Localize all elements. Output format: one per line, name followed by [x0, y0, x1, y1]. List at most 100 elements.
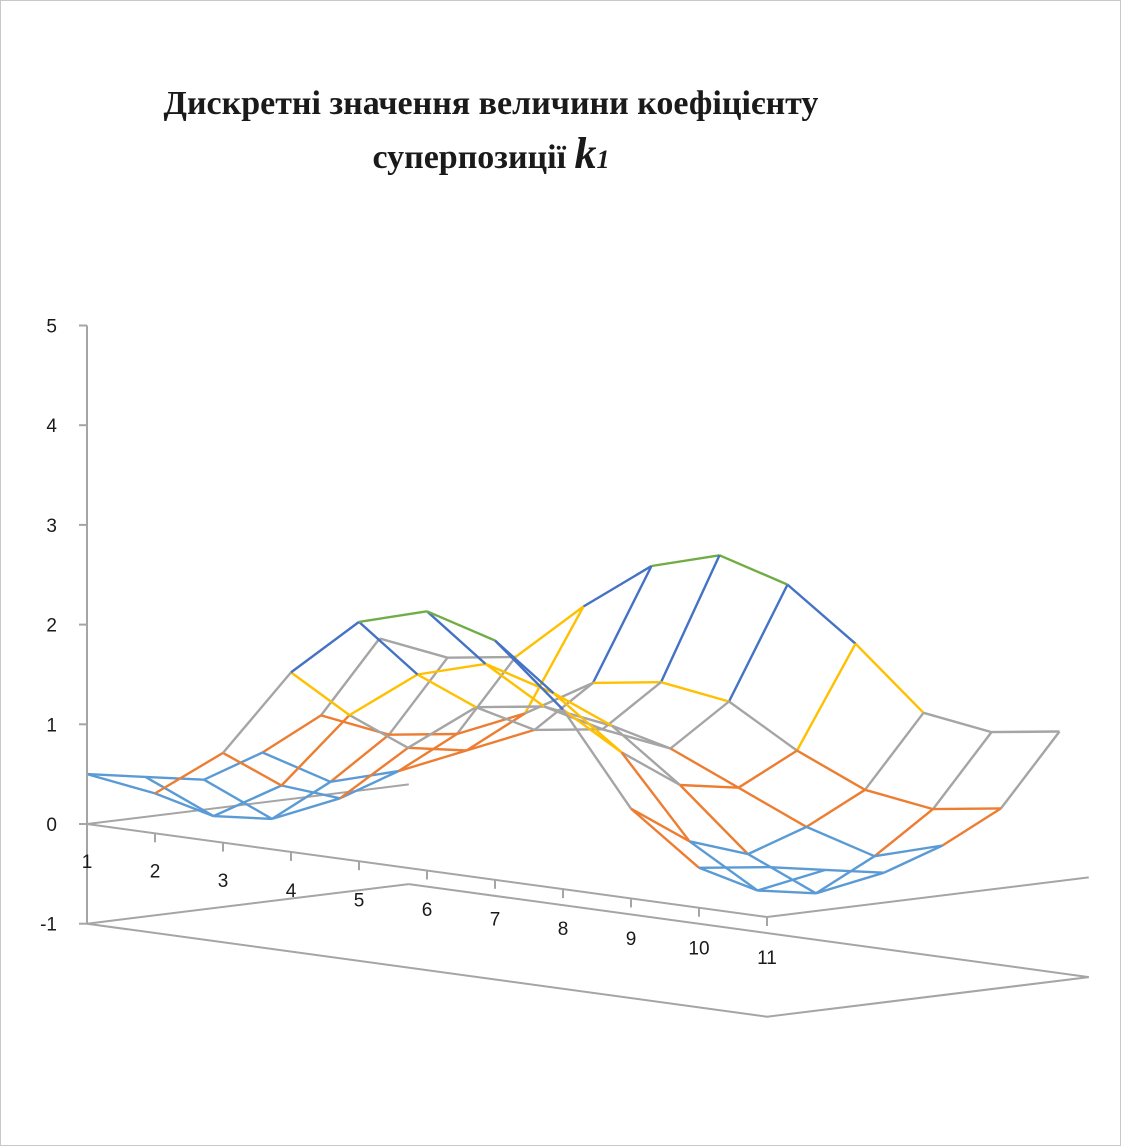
- surface-mesh: [86, 554, 1061, 895]
- mesh-row-segment: [447, 655, 516, 659]
- mesh-column-segment: [154, 792, 214, 818]
- mesh-row-segment: [854, 642, 925, 714]
- zero-plane-edge: [86, 823, 1089, 918]
- mesh-column-segment: [659, 554, 721, 683]
- mesh-row-segment: [379, 637, 448, 659]
- mesh-column-segment: [523, 605, 585, 714]
- mesh-row-segment: [679, 784, 749, 855]
- mesh-row-segment: [222, 671, 292, 754]
- mesh-column-segment: [883, 844, 944, 874]
- mesh-row-segment: [582, 564, 653, 608]
- mesh-column-segment: [86, 772, 146, 779]
- mesh-column-segment: [562, 708, 623, 754]
- mesh-row-segment: [388, 732, 458, 736]
- mesh-row-segment: [651, 554, 720, 568]
- mesh-row-segment: [290, 620, 360, 674]
- x-tick-label: 10: [688, 938, 709, 959]
- z-axis: -1 0 1 2 3 4 5: [40, 317, 88, 936]
- z-tick-label: 4: [46, 416, 57, 437]
- mesh-row-segment: [494, 639, 564, 711]
- mesh-row-segment: [737, 786, 808, 828]
- mesh-column-segment: [388, 656, 449, 736]
- mesh-column-segment: [397, 732, 458, 773]
- mesh-column-segment: [805, 788, 866, 828]
- mesh-column-segment: [864, 712, 925, 791]
- mesh-row-segment: [213, 784, 282, 818]
- title-line-2: суперпозиції k1: [1, 129, 981, 185]
- mesh-column-segment: [416, 673, 477, 709]
- mesh-column-segment: [698, 866, 758, 892]
- mesh-row-segment: [339, 746, 409, 800]
- z-tick-label: 5: [46, 317, 57, 338]
- mesh-row-segment: [660, 681, 730, 703]
- mesh-row-segment: [330, 769, 399, 783]
- mesh-column-segment: [348, 714, 409, 749]
- mesh-column-segment: [815, 855, 876, 895]
- x-tick-label: 6: [422, 900, 433, 921]
- mesh-row-segment: [514, 605, 585, 658]
- mesh-row-segment: [271, 797, 341, 821]
- mesh-column-segment: [825, 868, 885, 874]
- mesh-row-segment: [144, 775, 215, 818]
- mesh-row-segment: [786, 583, 857, 645]
- x-tick-label: 3: [218, 871, 229, 892]
- mesh-column-segment: [737, 749, 798, 789]
- mesh-row-segment: [923, 711, 992, 734]
- mesh-row-segment: [552, 692, 623, 754]
- mesh-row-segment: [620, 751, 691, 843]
- floor-back-edge: [408, 883, 1089, 979]
- mesh-column-segment: [145, 775, 205, 781]
- mesh-column-segment: [552, 692, 613, 727]
- mesh-column-segment: [426, 610, 487, 665]
- mesh-column-segment: [533, 681, 594, 731]
- mesh-column-segment: [727, 584, 789, 703]
- mesh-column-segment: [358, 621, 419, 676]
- floor-edge: [86, 922, 1089, 1018]
- mesh-column-segment: [766, 865, 826, 872]
- mesh-row-segment: [611, 724, 681, 786]
- mesh-row-segment: [475, 705, 545, 709]
- mesh-row-segment: [543, 705, 613, 727]
- mesh-column-segment: [339, 770, 400, 800]
- mesh-row-segment: [728, 700, 798, 752]
- mesh-column-segment: [484, 662, 545, 708]
- mesh-column-segment: [757, 889, 817, 895]
- mesh-column-segment: [290, 671, 351, 717]
- mesh-row-segment: [592, 681, 662, 685]
- x-tick-label: 8: [558, 919, 569, 940]
- x-tick-label: 2: [150, 862, 161, 883]
- mesh-row-segment: [358, 610, 428, 624]
- mesh-column-segment: [281, 784, 341, 800]
- mesh-column-segment: [222, 751, 283, 787]
- title-symbol: k: [574, 129, 597, 178]
- floor-edge: [86, 883, 409, 925]
- mesh-row-segment: [747, 853, 817, 895]
- mesh-column-segment: [591, 565, 653, 684]
- z-tick-label: 0: [46, 815, 57, 836]
- mesh-row-segment: [348, 673, 419, 717]
- floor-grid: [86, 783, 1089, 1018]
- mesh-column-segment: [747, 825, 808, 856]
- mesh-row-segment: [932, 807, 1002, 811]
- mesh-row-segment: [417, 662, 486, 676]
- mesh-column-segment: [475, 706, 535, 732]
- mesh-column-segment: [611, 724, 671, 750]
- mesh-row-segment: [562, 708, 632, 810]
- title-line-2-text: суперпозиції: [372, 139, 575, 176]
- x-tick-label: 1: [82, 852, 93, 873]
- mesh-row-segment: [86, 772, 156, 795]
- chart-title: Дискретні значення величини коефіцієнту …: [1, 79, 981, 185]
- mesh-column-segment: [1000, 730, 1061, 810]
- mesh-row-segment: [407, 706, 477, 749]
- mesh-column-segment: [795, 643, 857, 752]
- mesh-row-segment: [280, 714, 351, 787]
- mesh-row-segment: [874, 844, 943, 858]
- mesh-column-segment: [620, 751, 681, 787]
- mesh-row-segment: [688, 840, 759, 892]
- x-tick-label: 9: [626, 929, 637, 950]
- mesh-row-segment: [203, 778, 273, 820]
- mesh-row-segment: [806, 825, 875, 858]
- mesh-row-segment: [426, 610, 496, 642]
